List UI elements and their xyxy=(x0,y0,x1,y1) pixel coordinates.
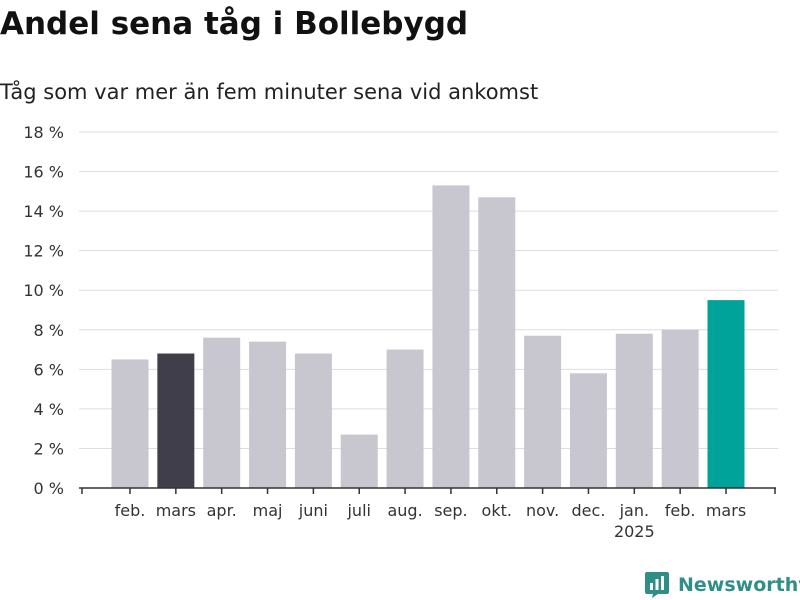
y-tick-label: 10 % xyxy=(23,281,64,300)
x-tick-label: feb. xyxy=(115,501,146,520)
x-axis-labels: feb. mars apr. maj juni juli aug. sep. okt. nov. d… xyxy=(115,501,747,541)
bar xyxy=(569,373,607,488)
bar xyxy=(432,185,470,488)
y-tick-label: 4 % xyxy=(34,400,64,419)
x-year-label: 2025 xyxy=(614,522,655,541)
bar xyxy=(203,337,241,488)
x-tick-label: okt. xyxy=(482,501,512,520)
x-tick-label: aug. xyxy=(387,501,422,520)
gridlines xyxy=(79,131,778,449)
brand-logo: Newsworthy xyxy=(644,570,800,600)
bar xyxy=(386,349,424,488)
x-tick-label: mars xyxy=(156,501,196,520)
bar xyxy=(661,329,699,488)
x-tick-label: feb. xyxy=(665,501,696,520)
chart-subtitle: Tåg som var mer än fem minuter sena vid … xyxy=(0,80,539,104)
newsworthy-logo-icon xyxy=(645,572,669,598)
x-tick-label: apr. xyxy=(207,501,237,520)
bar xyxy=(478,197,516,488)
y-tick-label: 18 % xyxy=(23,123,64,142)
x-tick-label: dec. xyxy=(572,501,606,520)
x-tick-label: nov. xyxy=(526,501,559,520)
bar xyxy=(249,341,287,488)
y-tick-label: 2 % xyxy=(34,439,64,458)
bars xyxy=(111,185,745,488)
bar xyxy=(294,353,332,488)
x-tick-label: jan. xyxy=(619,501,649,520)
x-tick-label: sep. xyxy=(434,501,467,520)
y-tick-label: 12 % xyxy=(23,242,64,261)
brand-name: Newsworthy xyxy=(678,574,800,596)
bar xyxy=(157,353,195,488)
x-tick-label: mars xyxy=(706,501,746,520)
bar xyxy=(615,333,653,488)
y-tick-label: 8 % xyxy=(34,321,64,340)
bar xyxy=(340,434,378,488)
x-tick-label: juni xyxy=(298,501,328,520)
bar xyxy=(524,335,562,488)
bar xyxy=(111,359,149,488)
y-tick-label: 6 % xyxy=(34,360,64,379)
x-axis xyxy=(79,487,776,494)
x-tick-label: maj xyxy=(253,501,283,520)
x-tick-label: juli xyxy=(346,501,370,520)
y-tick-label: 14 % xyxy=(23,202,64,221)
chart-title: Andel sena tåg i Bollebygd xyxy=(0,6,469,42)
y-axis-labels: 0 % 2 % 4 % 6 % 8 % 10 % 12 % 14 % 16 % 18 % xyxy=(23,123,64,498)
bar xyxy=(707,300,745,488)
y-tick-label: 16 % xyxy=(23,163,64,182)
y-tick-label: 0 % xyxy=(34,479,64,498)
